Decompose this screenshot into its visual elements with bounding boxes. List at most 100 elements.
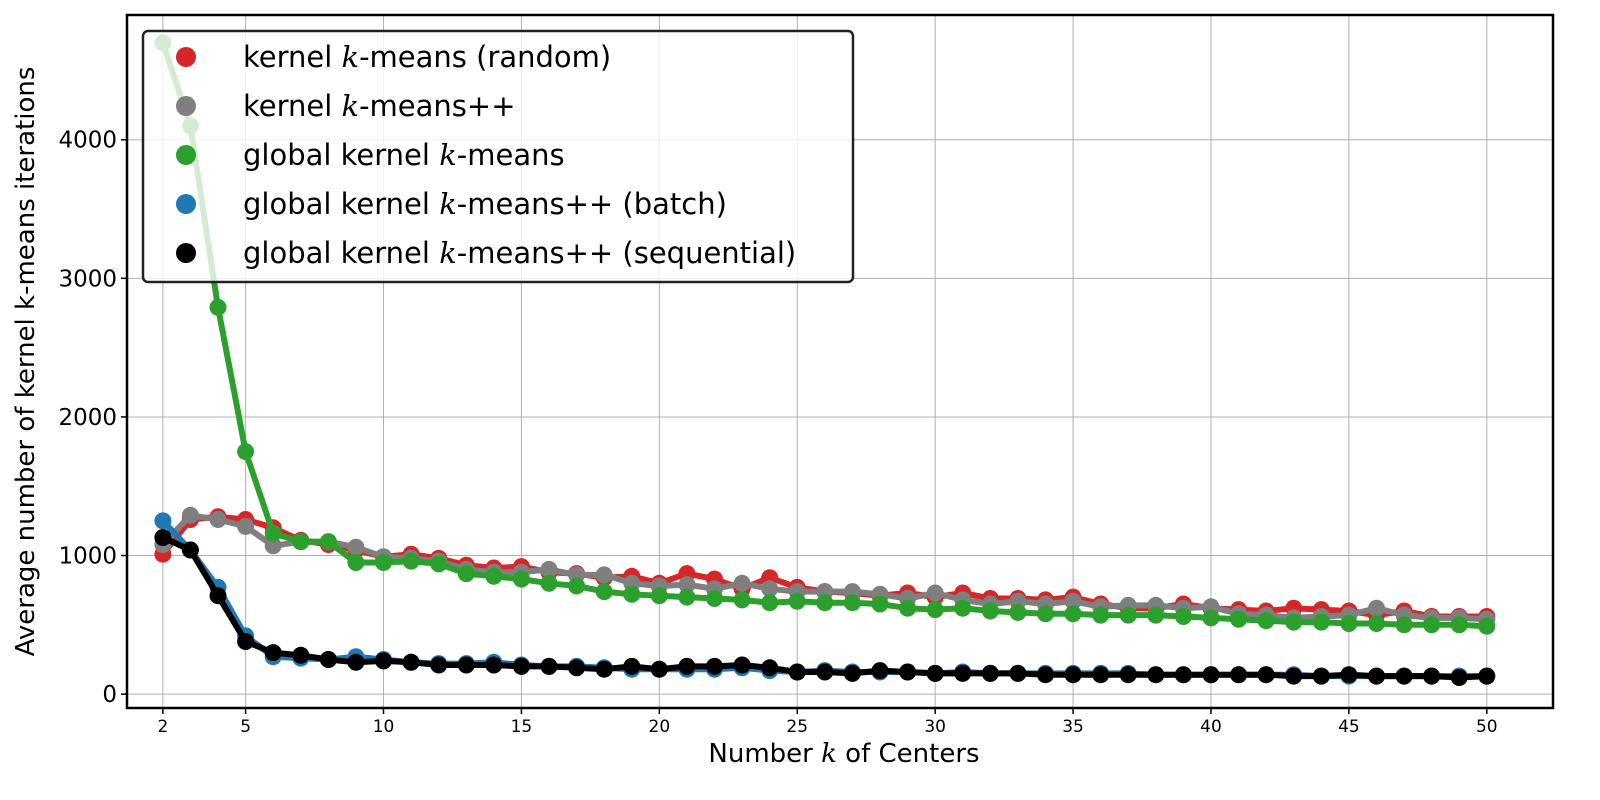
data-point: [843, 594, 861, 612]
data-point: [706, 657, 723, 675]
x-tick-label: 25: [786, 717, 808, 737]
x-tick-label: 30: [924, 717, 946, 737]
data-point: [209, 587, 227, 605]
series-layer: [154, 34, 1496, 686]
data-point: [899, 599, 917, 617]
data-point: [1450, 669, 1468, 686]
data-point: [540, 560, 558, 578]
data-point: [706, 590, 723, 607]
data-point: [761, 594, 779, 612]
data-point: [733, 656, 751, 674]
data-point: [678, 576, 696, 594]
data-point: [1202, 666, 1220, 684]
legend-marker: [176, 243, 196, 263]
data-point: [485, 656, 503, 674]
data-point: [319, 651, 337, 668]
data-point: [540, 574, 558, 592]
data-point: [264, 524, 282, 542]
data-point: [1202, 609, 1220, 627]
legend-label: kernel k-means++: [243, 89, 516, 123]
data-point: [1312, 613, 1330, 631]
data-point: [457, 656, 475, 674]
x-tick-label: 50: [1476, 717, 1498, 737]
legend: kernel k-means (random) kernel k-means++ g…: [141, 29, 855, 284]
data-point: [871, 662, 889, 680]
data-point: [788, 592, 806, 610]
data-point: [926, 601, 944, 619]
data-point: [568, 577, 586, 595]
data-point: [1285, 667, 1303, 685]
data-point: [292, 646, 310, 664]
plot-frame: [125, 13, 1555, 710]
data-point: [623, 657, 641, 675]
data-point: [678, 657, 696, 675]
data-point: [209, 511, 227, 528]
data-point: [237, 443, 255, 461]
y-axis: 0 1000 2000 3000 4000: [58, 128, 127, 708]
x-tick-label: 15: [511, 717, 533, 737]
x-axis: 2 5 10 15 20 25 30 35 40 45 50: [157, 708, 1498, 737]
series-5: [154, 529, 1496, 686]
data-point: [319, 533, 337, 551]
x-tick-label: 20: [649, 717, 671, 737]
data-point: [1368, 667, 1385, 685]
data-point: [981, 664, 999, 682]
series-3: [154, 34, 1496, 635]
data-point: [1230, 610, 1248, 628]
data-point: [512, 657, 530, 675]
data-point: [650, 587, 668, 605]
x-tick-label: 2: [157, 717, 168, 737]
data-point: [788, 663, 806, 681]
data-point: [1119, 666, 1137, 684]
data-point: [1340, 615, 1358, 632]
data-point: [347, 653, 365, 671]
data-point: [1257, 666, 1275, 684]
x-tick-label: 35: [1062, 717, 1084, 737]
data-point: [1147, 606, 1165, 624]
data-point: [733, 591, 751, 609]
data-point: [430, 656, 448, 674]
x-tick-label: 5: [240, 717, 251, 737]
data-point: [871, 595, 889, 613]
data-point: [1395, 667, 1413, 685]
y-tick-label: 0: [102, 682, 117, 708]
x-tick-label: 10: [373, 717, 395, 737]
data-point: [264, 644, 282, 662]
data-point: [485, 567, 503, 585]
x-tick-label: 45: [1338, 717, 1360, 737]
data-point: [154, 512, 172, 530]
data-point: [816, 594, 834, 612]
legend-label: global kernel k-means++ (sequential): [243, 236, 796, 270]
data-point: [264, 537, 282, 555]
data-point: [347, 538, 365, 556]
data-point: [954, 664, 972, 682]
legend-box: [141, 29, 855, 284]
data-point: [1174, 608, 1192, 625]
data-point: [623, 585, 641, 603]
data-point: [1478, 617, 1496, 635]
legend-label: global kernel k-means++ (batch): [243, 187, 727, 221]
data-point: [899, 663, 917, 681]
data-point: [595, 660, 613, 678]
data-point: [678, 588, 696, 606]
data-point: [733, 574, 751, 592]
data-point: [1037, 666, 1054, 684]
legend-marker: [176, 47, 196, 67]
data-point: [430, 555, 448, 573]
data-point: [237, 517, 255, 535]
data-point: [1037, 605, 1054, 623]
y-tick-label: 4000: [58, 128, 117, 154]
y-tick-label: 2000: [58, 405, 117, 431]
data-point: [926, 664, 944, 682]
data-point: [209, 298, 227, 316]
data-point: [1368, 599, 1385, 617]
legend-label: kernel k-means (random): [243, 40, 611, 74]
data-point: [1009, 603, 1027, 621]
data-point: [1147, 666, 1165, 684]
data-point: [1092, 666, 1110, 684]
data-point: [1450, 616, 1468, 634]
data-point: [457, 565, 475, 583]
data-point: [926, 584, 944, 602]
data-point: [181, 541, 199, 559]
data-point: [1092, 606, 1110, 624]
